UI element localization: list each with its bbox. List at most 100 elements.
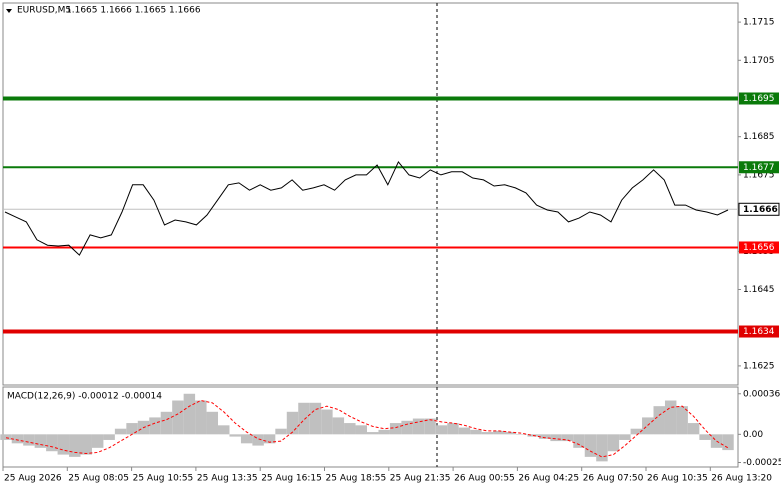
y-tick-label: 1.1705	[743, 56, 775, 66]
histogram-bar	[298, 402, 310, 435]
histogram-bar	[91, 434, 104, 448]
level-label: 1.1634	[743, 327, 775, 337]
histogram-bar	[447, 423, 459, 435]
histogram-bar	[630, 428, 643, 435]
y-tick-label: 1.1645	[743, 285, 775, 295]
price-frame	[2, 2, 739, 386]
histogram-bar	[114, 428, 127, 435]
histogram-bar	[596, 434, 608, 462]
histogram-bar	[619, 434, 631, 440]
level-label: 1.1695	[743, 94, 775, 104]
histogram-bar	[344, 423, 356, 435]
macd-frame	[2, 386, 739, 468]
histogram-bar	[401, 420, 413, 435]
histogram-bar	[435, 425, 448, 435]
histogram-bar	[470, 429, 482, 435]
histogram-bar	[195, 400, 207, 435]
histogram-bar	[538, 434, 551, 439]
histogram-bar	[378, 429, 390, 435]
histogram-bar	[321, 409, 333, 435]
histogram-bar	[126, 423, 138, 435]
x-tick-label: 25 Aug 16:15	[261, 474, 322, 484]
histogram-bar	[561, 434, 574, 442]
y-tick-label: -0.00025	[743, 458, 781, 468]
histogram-bar	[69, 434, 81, 457]
y-tick-label: 0.00036	[743, 389, 780, 399]
histogram-bar	[252, 434, 264, 446]
x-tick-label: 25 Aug 2026	[4, 474, 62, 484]
histogram-bar	[332, 417, 345, 435]
histogram-bar	[240, 434, 253, 444]
histogram-bar	[515, 434, 528, 435]
histogram-bar	[710, 434, 723, 448]
histogram-bar	[676, 406, 688, 435]
histogram-bar	[160, 411, 173, 435]
histogram-bar	[584, 434, 597, 457]
macd-title: MACD(12,26,9) -0.00012 -0.00014	[7, 392, 162, 402]
current-price-box	[738, 202, 780, 216]
histogram-bar	[481, 432, 494, 435]
histogram-bar	[286, 411, 299, 435]
x-tick-label: 26 Aug 07:50	[583, 474, 644, 484]
histogram-bar	[504, 432, 516, 435]
symbol: EURUSD,M5	[17, 6, 71, 16]
histogram-bar	[183, 393, 196, 435]
histogram-bar	[0, 434, 12, 440]
histogram-bar	[664, 400, 677, 435]
histogram-bar	[206, 411, 219, 435]
x-tick-label: 25 Aug 13:35	[197, 474, 258, 484]
y-tick-label: 1.1675	[743, 170, 775, 180]
histogram-bar	[458, 427, 471, 435]
x-tick-label: 26 Aug 04:25	[518, 474, 579, 484]
level-label: 1.1677	[743, 163, 775, 173]
histogram-bar	[355, 425, 367, 435]
histogram-bar	[103, 434, 115, 440]
histogram-bar	[607, 434, 620, 452]
histogram-bar	[412, 418, 425, 435]
level-label: 1.1656	[743, 243, 775, 253]
histogram-bar	[642, 417, 654, 435]
histogram-bar	[263, 434, 276, 444]
signal-line	[5, 399, 729, 458]
x-tick-label: 26 Aug 00:55	[454, 474, 515, 484]
histogram-bar	[11, 434, 24, 444]
histogram-bar	[389, 423, 402, 435]
level-label-box	[739, 325, 779, 338]
histogram-bar	[149, 417, 161, 435]
histogram-bar	[653, 406, 665, 435]
current-price-label: 1.1666	[743, 205, 778, 215]
histogram-bar	[722, 434, 734, 451]
x-tick-label: 25 Aug 18:55	[326, 474, 387, 484]
histogram-bar	[46, 434, 58, 452]
x-tick-label: 25 Aug 08:05	[68, 474, 129, 484]
histogram-bar	[550, 434, 562, 442]
histogram-bar	[229, 434, 241, 437]
histogram-bar	[687, 423, 700, 435]
menu-arrow	[6, 9, 12, 13]
histogram-bar	[275, 428, 287, 435]
histogram-bar	[34, 434, 47, 448]
x-tick-label: 25 Aug 10:55	[133, 474, 194, 484]
level-label-box	[739, 92, 779, 105]
histogram-bar	[699, 434, 711, 440]
y-tick-label: 1.1625	[743, 361, 775, 371]
histogram-bar	[23, 434, 35, 446]
histogram-bar	[57, 434, 70, 455]
level-label-box	[739, 161, 779, 174]
price-line	[4, 160, 729, 256]
y-tick-label: 1.1715	[743, 18, 775, 28]
x-tick-label: 26 Aug 13:20	[711, 474, 772, 484]
histogram-bar	[309, 402, 322, 435]
histogram-bar	[573, 434, 585, 448]
ohlc: 1.1665 1.1666 1.1665 1.1666	[66, 6, 201, 16]
histogram-bar	[218, 425, 230, 435]
histogram-bar	[493, 430, 505, 435]
y-tick-label: 1.1685	[743, 132, 775, 142]
histogram-bar	[424, 418, 436, 435]
x-tick-label: 26 Aug 10:35	[647, 474, 708, 484]
histogram-bar	[80, 434, 92, 455]
histogram-bar	[172, 400, 184, 435]
x-tick-label: 25 Aug 21:35	[390, 474, 451, 484]
